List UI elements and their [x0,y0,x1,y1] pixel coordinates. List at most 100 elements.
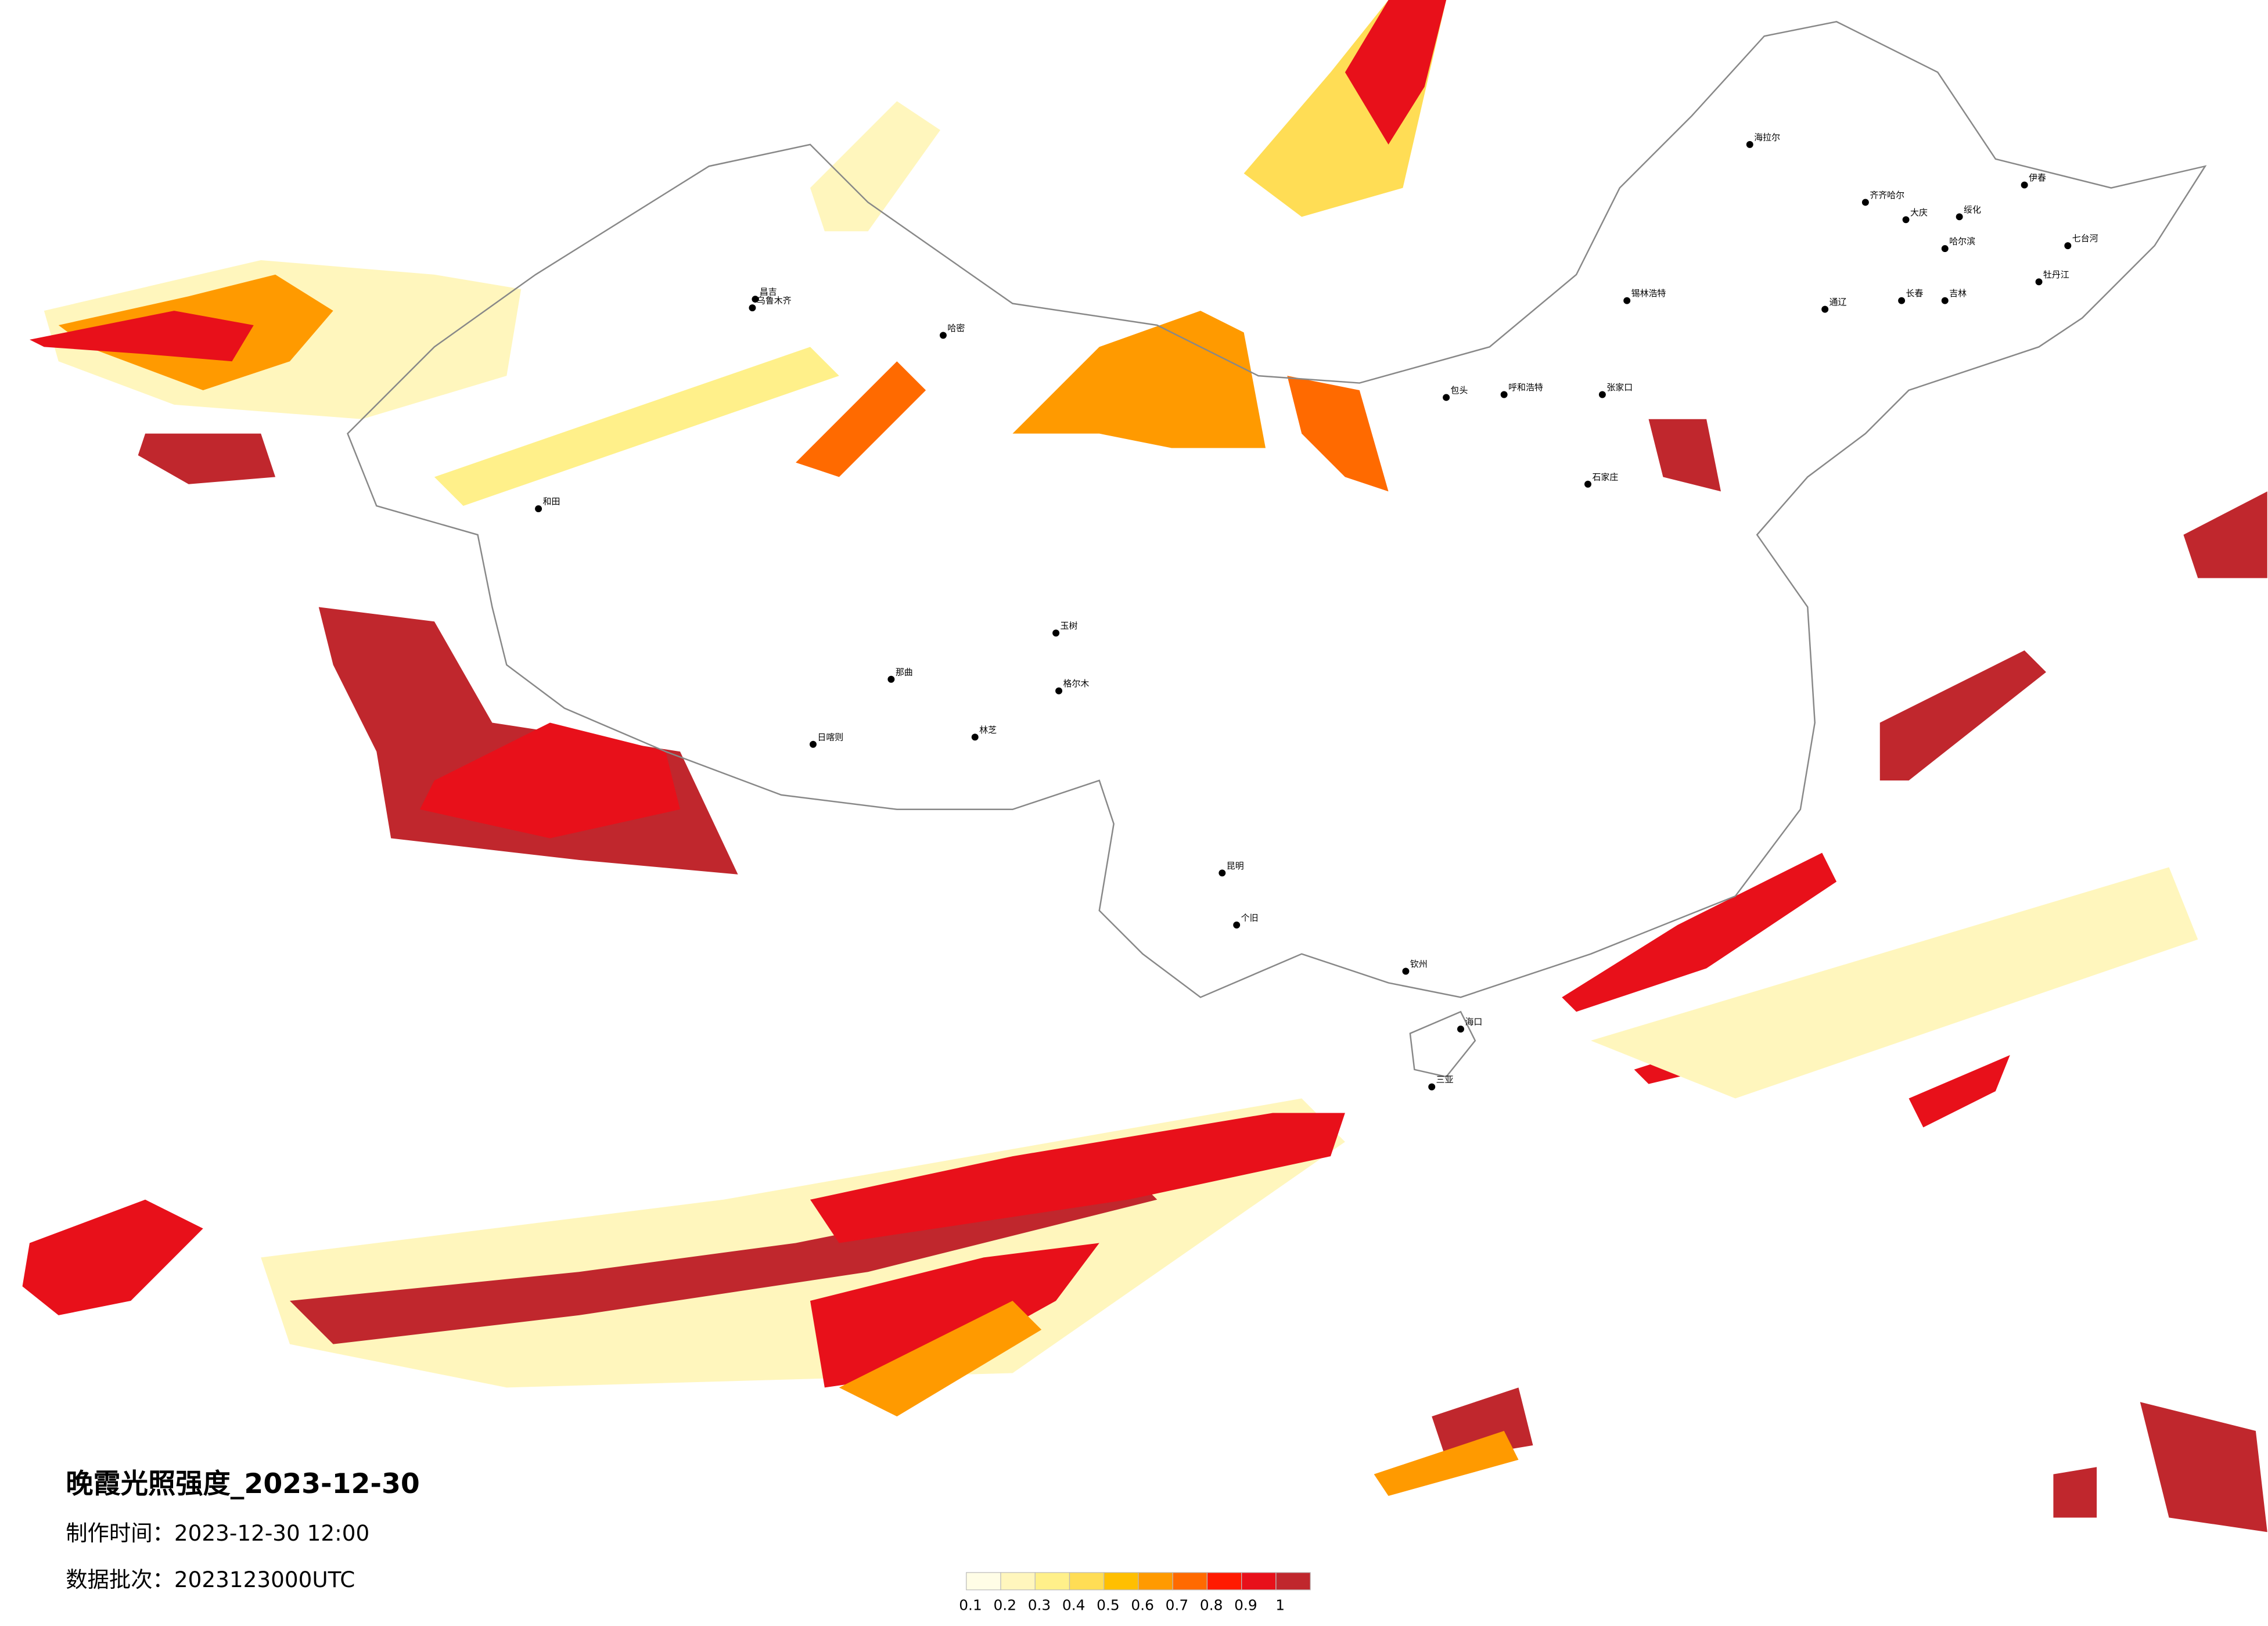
city-dot [2035,278,2043,286]
colorbar-label: 0.1 [959,1597,982,1614]
city-label: 石家庄 [1592,472,1618,482]
colorbar-box [1034,1572,1070,1591]
glow-area [810,1243,1099,1388]
city-label: 吉林 [1949,288,1967,298]
city-label: 三亚 [1436,1074,1454,1085]
glow-area [796,361,926,477]
glow-area [419,722,680,839]
city-dot [1233,921,1241,929]
city-dot [749,304,756,312]
glow-area [810,101,940,232]
city-label: 海口 [1465,1017,1482,1027]
colorbar-box [1206,1572,1242,1591]
colorbar-box [1104,1572,1139,1591]
city-label: 通辽 [1830,297,1847,307]
city-label: 哈密 [947,323,965,333]
glow-area [810,1113,1345,1243]
glow-area [839,1301,1042,1417]
city-label: 个旧 [1241,912,1259,923]
city-label: 昆明 [1227,861,1244,871]
island-outline [1409,1010,1476,1078]
city-dot [1941,245,1949,253]
city-dot [1956,213,1963,221]
city-dot [2021,181,2028,189]
city-dot [535,505,542,513]
glow-area [1012,311,1266,448]
data-batch: 数据批次：2023123000UTC [66,1567,355,1592]
city-label: 玉树 [1061,621,1078,631]
colorbar-box [1172,1572,1208,1591]
city-dot [1428,1083,1436,1091]
city-label: 齐齐哈尔 [1870,190,1904,200]
made-time: 制作时间：2023-12-30 12:00 [66,1520,369,1546]
map-title: 晚霞光照强度_2023-12-30 [66,1468,420,1500]
city-dot [2064,242,2072,250]
colorbar-label: 0.3 [1028,1597,1051,1614]
city-dot [809,740,817,748]
colorbar-label: 0.5 [1097,1597,1120,1614]
city-dot [1052,629,1060,637]
city-label: 七台河 [2072,233,2098,244]
glow-area [1590,867,2198,1099]
city-dot [1902,216,1910,224]
city-dot [887,675,895,683]
city-dot [1898,297,1906,304]
city-label: 乌鲁木齐 [757,296,792,306]
city-label: 大庆 [1910,207,1928,218]
city-dot [1219,869,1226,877]
colorbar-box [966,1572,1001,1591]
city-label: 日喀则 [817,732,843,742]
city-label: 绥化 [1964,204,1981,215]
city-label: 昌吉 [760,287,777,297]
colorbar: 0.1 0.2 0.3 0.4 0.5 0.6 0.7 0.8 0.9 1 [959,1572,1311,1614]
city-label: 锡林浩特 [1631,288,1666,298]
city-dot [1746,141,1753,148]
city-dot [1821,305,1829,313]
glow-area [1908,1055,2010,1128]
city-label: 钦州 [1410,959,1428,969]
colorbar-box [1069,1572,1105,1591]
city-dot [752,296,759,303]
glow-area [1287,376,1389,492]
glow-area [1562,852,1837,1012]
glow-area [22,1199,203,1315]
city-label: 海拉尔 [1754,132,1780,142]
city-dot [1457,1026,1464,1033]
city-dot [1055,687,1063,695]
colorbar-label: 0.9 [1234,1597,1257,1614]
city-label: 那曲 [896,667,913,677]
glow-area [1879,650,2046,780]
city-label: 长春 [1906,288,1924,298]
city-label: 包头 [1451,385,1468,395]
city-label: 格尔木 [1063,678,1090,689]
city-label: 牡丹江 [2043,269,2069,280]
city-dot [971,733,979,741]
colorbar-box [1000,1572,1036,1591]
glow-area [1345,0,1447,145]
city-dot [1584,480,1591,488]
colorbar-label: 0.8 [1200,1597,1223,1614]
glow-area [2053,1467,2097,1518]
colorbar-label: 0.7 [1166,1597,1189,1614]
colorbar-box [1275,1572,1311,1591]
glow-area [29,311,254,362]
city-dot [1500,391,1508,398]
city-label: 伊春 [2029,172,2046,183]
colorbar-label: 0.6 [1131,1597,1154,1614]
city-dot [1443,394,1450,401]
glow-area [2140,1402,2267,1533]
city-label: 林芝 [979,725,997,735]
city-label: 和田 [543,497,560,507]
glow-area [138,433,276,484]
city-dot [1402,967,1410,975]
city-label: 哈尔滨 [1949,236,1975,247]
glow-area [1648,419,1721,492]
city-label: 呼和浩特 [1508,382,1543,393]
colorbar-label: 0.2 [993,1597,1016,1614]
colorbar-box [1138,1572,1173,1591]
glow-area [434,347,839,506]
city-dot [1861,199,1869,206]
city-label: 张家口 [1606,382,1633,393]
